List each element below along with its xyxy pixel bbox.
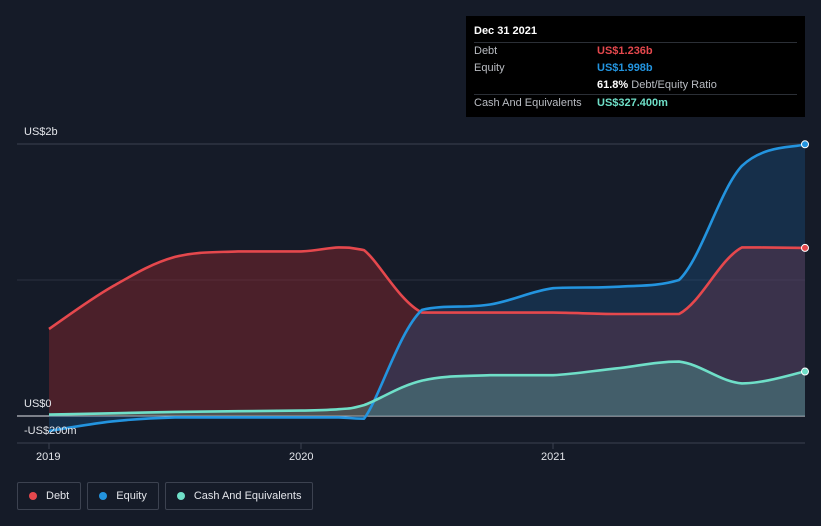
legend-label-equity: Equity xyxy=(116,490,147,502)
end-marker-cash-and-equivalents xyxy=(801,367,809,376)
tooltip-value-debt: US$1.236b xyxy=(597,45,653,57)
line-cash-and-equivalents xyxy=(48,360,806,416)
legend-item-debt[interactable]: Debt xyxy=(17,482,82,510)
legend-label-debt: Debt xyxy=(46,490,70,502)
legend-dot-equity-icon xyxy=(99,492,108,500)
legend-item-equity[interactable]: Equity xyxy=(87,482,159,510)
area-cash-and-equivalents xyxy=(49,361,805,416)
tooltip-label-debt: Debt xyxy=(474,45,498,57)
tooltip-row-equity: Equity US$1.998b xyxy=(474,60,797,77)
tooltip-row-debt: Debt US$1.236b xyxy=(474,42,797,60)
tooltip-ratio-percent: 61.8% xyxy=(597,79,629,91)
area-equity xyxy=(49,144,805,432)
legend-dot-cash-icon xyxy=(176,492,185,500)
tooltip-ratio-text: Debt/Equity Ratio xyxy=(631,79,717,91)
lines xyxy=(48,143,806,433)
y-tick-label-2b: US$2b xyxy=(24,126,58,138)
tooltip-label-ratio xyxy=(474,77,597,94)
line-equity xyxy=(48,143,806,433)
tooltip-value-cash: US$327.400m xyxy=(597,97,668,109)
legend-dot-debt-icon xyxy=(29,492,37,500)
legend: Debt Equity Cash And Equivalents xyxy=(17,482,319,510)
x-tick-label-2019: 2019 xyxy=(36,451,61,463)
y-tick-label-neg200m: -US$200m xyxy=(24,425,77,437)
tooltip-label-equity: Equity xyxy=(474,62,505,74)
legend-label-cash: Cash And Equivalents xyxy=(193,490,302,502)
grid xyxy=(17,143,805,449)
tooltip-value-ratio: 61.8% Debt/Equity Ratio xyxy=(597,77,717,94)
tooltip-date: Dec 31 2021 xyxy=(474,25,537,37)
markers xyxy=(801,140,809,376)
line-debt xyxy=(48,246,806,331)
areas xyxy=(49,144,805,432)
tooltip-row-ratio: 61.8% Debt/Equity Ratio xyxy=(474,77,797,94)
end-marker-debt xyxy=(801,243,809,252)
tooltip-row-cash: Cash And Equivalents US$327.400m xyxy=(474,94,797,112)
tooltip: Dec 31 2021 Debt US$1.236b Equity US$1.9… xyxy=(466,16,805,117)
x-tick-label-2021: 2021 xyxy=(541,451,566,463)
y-tick-label-0: US$0 xyxy=(24,398,52,410)
end-marker-equity xyxy=(801,140,809,149)
tooltip-label-cash: Cash And Equivalents xyxy=(474,97,582,109)
area-debt xyxy=(49,247,805,416)
x-tick-label-2020: 2020 xyxy=(289,451,314,463)
tooltip-value-equity: US$1.998b xyxy=(597,62,653,74)
legend-item-cash[interactable]: Cash And Equivalents xyxy=(164,482,314,510)
